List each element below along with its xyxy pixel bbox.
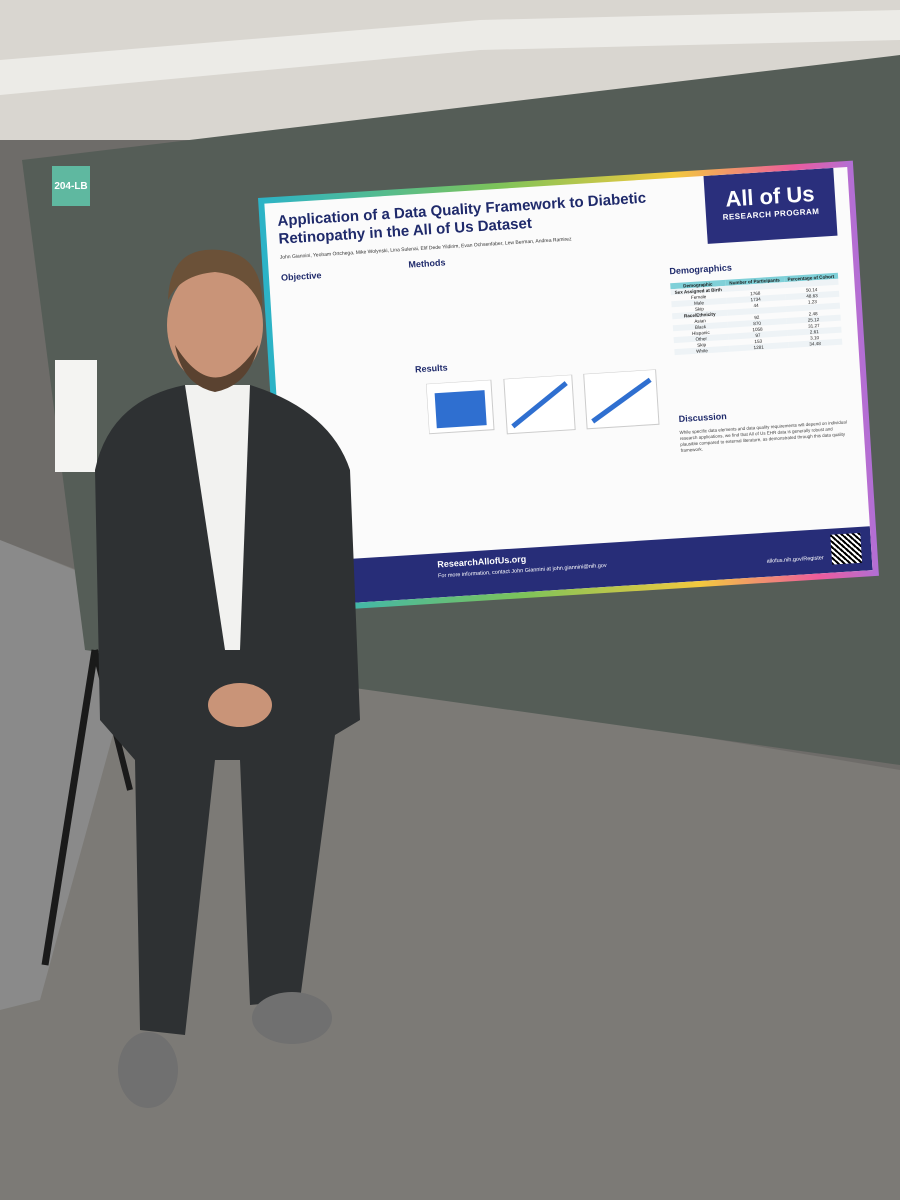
scatter-cloud [511, 381, 568, 429]
board-label: 204-LB [52, 166, 90, 206]
face [167, 265, 263, 385]
easel-leg [41, 649, 99, 966]
histogram [434, 390, 487, 429]
shoe [252, 992, 332, 1044]
shoe [118, 1032, 178, 1108]
hair [168, 249, 263, 310]
scatter-cloud [591, 377, 652, 424]
ceiling-beam [0, 10, 900, 95]
hands [208, 683, 272, 727]
beard [175, 345, 258, 392]
poster-body: Application of a Data Quality Framework … [264, 166, 873, 607]
results-figures [425, 368, 660, 435]
small-sign [55, 360, 97, 472]
poster: Application of a Data Quality Framework … [258, 160, 879, 614]
shirt [185, 385, 250, 650]
